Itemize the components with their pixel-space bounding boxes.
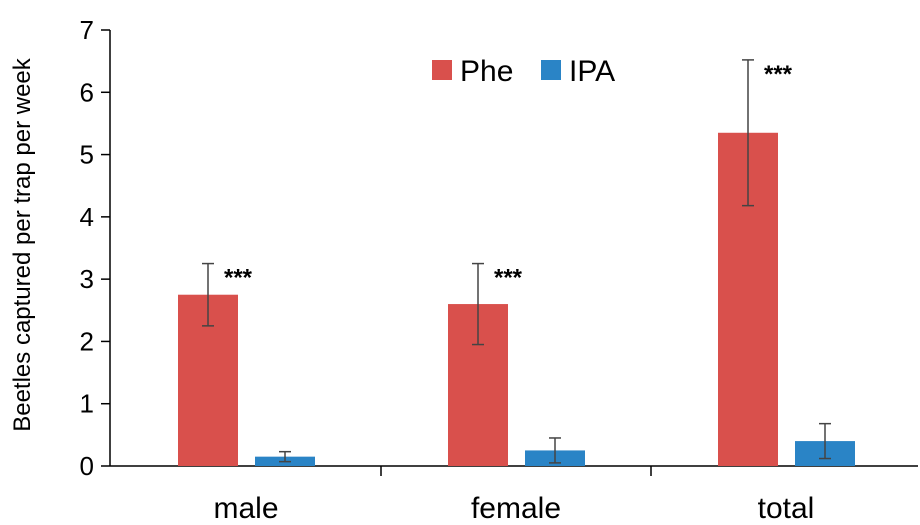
x-category-label: male	[213, 492, 278, 525]
error-bar	[742, 59, 754, 207]
legend-label: IPA	[569, 55, 615, 88]
y-tick-label: 2	[80, 326, 94, 356]
axes: 0 1 2 3 4 5 6 7	[80, 15, 918, 481]
significance-marker: ***	[224, 265, 253, 292]
x-category-label: total	[758, 492, 815, 525]
y-tick-label: 7	[80, 15, 94, 45]
legend-item-phe: Phe	[432, 55, 513, 88]
error-bar	[549, 437, 561, 464]
error-bar	[819, 422, 831, 460]
error-bar	[202, 262, 214, 327]
x-axis-labels: male female total	[213, 492, 814, 525]
error-bar	[279, 450, 291, 463]
error-bar	[472, 262, 484, 346]
legend: Phe IPA	[432, 55, 615, 88]
legend-swatch	[432, 60, 452, 80]
y-tick-label: 5	[80, 140, 94, 170]
y-axis-title: Beetles captured per trap per week	[9, 57, 36, 432]
y-tick-label: 3	[80, 264, 94, 294]
bars: *** *** ***	[178, 59, 855, 466]
y-tick-label: 1	[80, 389, 94, 419]
significance-marker: ***	[494, 265, 523, 292]
legend-item-ipa: IPA	[541, 55, 615, 88]
y-tick-label: 4	[80, 202, 94, 232]
significance-marker: ***	[764, 61, 793, 88]
legend-label: Phe	[460, 55, 513, 88]
legend-swatch	[541, 60, 561, 80]
y-tick-label: 6	[80, 77, 94, 107]
x-category-label: female	[471, 492, 561, 525]
y-tick-label: 0	[80, 451, 94, 481]
